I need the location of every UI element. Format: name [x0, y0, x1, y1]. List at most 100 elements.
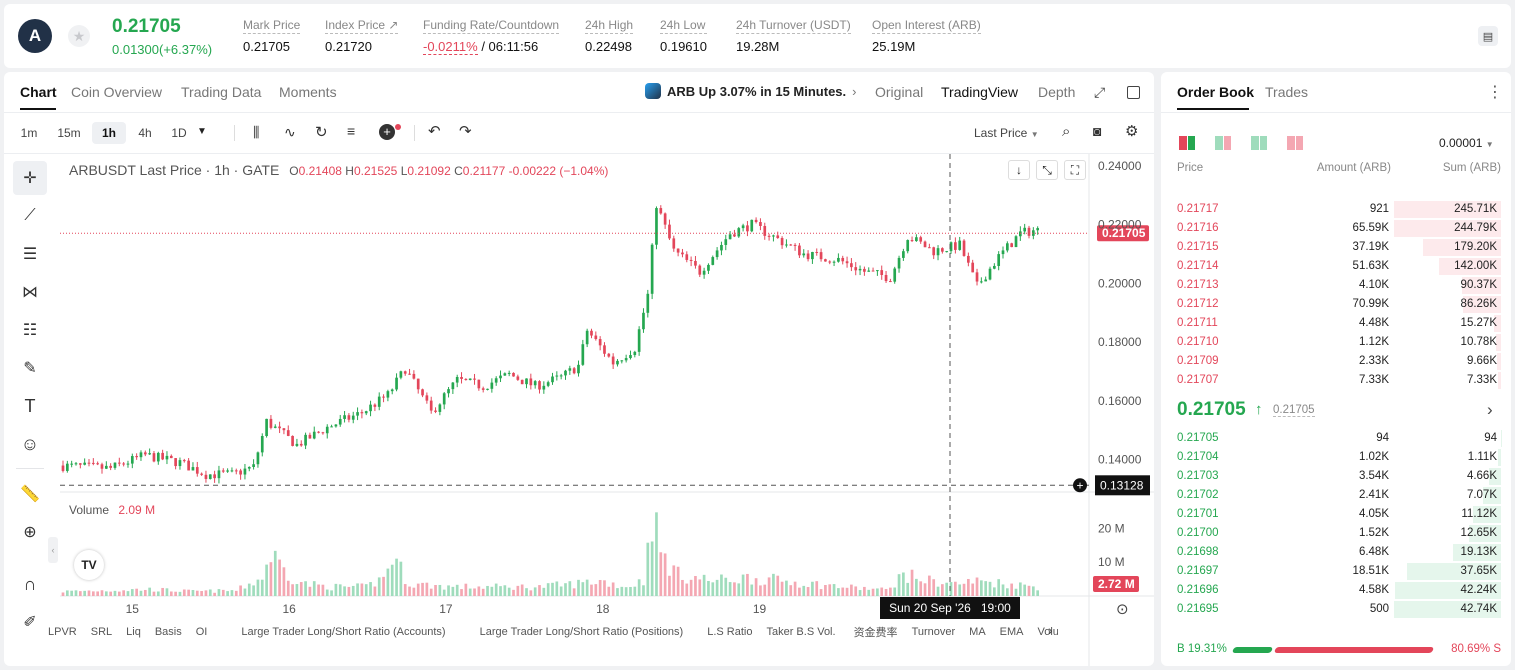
bid-row[interactable]: 0.21702 2.41K 7.07K	[1161, 486, 1511, 505]
ask-row[interactable]: 0.21717 921 245.71K	[1161, 200, 1511, 219]
indicator-2[interactable]: Liq	[126, 626, 141, 638]
bid-row[interactable]: 0.21703 3.54K 4.66K	[1161, 467, 1511, 486]
ask-row[interactable]: 0.21715 37.19K 179.20K	[1161, 238, 1511, 257]
tab-coin-overview[interactable]: Coin Overview	[71, 84, 163, 100]
camera-icon[interactable]: ◙	[1093, 123, 1102, 139]
tab-trades[interactable]: Trades	[1265, 84, 1309, 100]
indicator-3[interactable]: Basis	[154, 626, 182, 638]
candle-body	[213, 474, 216, 479]
pattern-tool-icon[interactable]: ⋈	[22, 284, 38, 301]
chart-settings-icon[interactable]: ⊙	[1116, 601, 1129, 618]
indicators-icon[interactable]: ∿	[284, 124, 296, 140]
ask-row[interactable]: 0.21711 4.48K 15.27K	[1161, 314, 1511, 333]
horizontal-lines-icon[interactable]: ☰	[22, 246, 38, 263]
bid-row[interactable]: 0.21705 94 94	[1161, 429, 1511, 448]
interval-dropdown-icon[interactable]: ▼	[197, 126, 207, 137]
tab-moments[interactable]: Moments	[279, 84, 337, 100]
mark-price[interactable]: 0.21705	[1273, 404, 1315, 417]
indicator-more-chevron-icon[interactable]: ›	[1048, 622, 1053, 638]
interval-1h[interactable]: 1h	[92, 122, 126, 144]
text-tool-icon[interactable]: T	[24, 395, 36, 416]
trendline-tool-icon[interactable]: ⟋	[24, 207, 36, 224]
ask-row[interactable]: 0.21713 4.10K 90.37K	[1161, 276, 1511, 295]
indicator-13[interactable]: Volu	[1037, 626, 1058, 638]
indicator-10[interactable]: Turnover	[911, 626, 956, 638]
view-tradingview[interactable]: TradingView	[941, 84, 1019, 100]
price-type-select[interactable]: Last Price ▼	[974, 126, 1039, 140]
replay-icon[interactable]: ↻	[315, 124, 328, 141]
stat-label[interactable]: Funding Rate/Countdown	[423, 18, 560, 34]
bid-row[interactable]: 0.21696 4.58K 42.24K	[1161, 581, 1511, 600]
indicator-5[interactable]: Large Trader Long/Short Ratio (Accounts)	[241, 626, 446, 638]
brush-tool-icon[interactable]: ✎	[23, 360, 37, 377]
ask-row[interactable]: 0.21714 51.63K 142.00K	[1161, 257, 1511, 276]
precision-select[interactable]: 0.00001 ▼	[1439, 136, 1494, 150]
zoom-in-icon[interactable]: ⊕	[23, 524, 37, 541]
templates-icon[interactable]: ≡	[347, 123, 356, 139]
view-depth[interactable]: Depth	[1038, 84, 1076, 100]
bid-row[interactable]: 0.21695 500 42.74K	[1161, 600, 1511, 619]
undo-icon[interactable]: ↶	[428, 123, 441, 140]
candles-icon[interactable]: ⫼	[253, 124, 260, 140]
view-asks-icon[interactable]	[1287, 136, 1303, 150]
search-icon[interactable]: ⌕	[1062, 123, 1071, 140]
collapse-toolbar-icon[interactable]: ‹	[48, 537, 58, 563]
chevron-right-icon[interactable]: ›	[1487, 400, 1493, 419]
ask-row[interactable]: 0.21710 1.12K 10.78K	[1161, 333, 1511, 352]
funding-rate-value[interactable]: -0.0211%	[423, 39, 478, 55]
indicator-0[interactable]: LPVR	[48, 626, 77, 638]
ask-row[interactable]: 0.21707 7.33K 7.33K	[1161, 371, 1511, 390]
indicator-12[interactable]: EMA	[999, 626, 1024, 638]
indicator-4[interactable]: OI	[195, 626, 208, 638]
stat-label[interactable]: Open Interest (ARB)	[872, 18, 981, 34]
indicator-11[interactable]: MA	[969, 626, 986, 638]
maximize-icon[interactable]: ⛶	[1064, 160, 1086, 180]
ruler-tool-icon[interactable]: 📏	[20, 486, 40, 503]
bid-row[interactable]: 0.21697 18.51K 37.65K	[1161, 562, 1511, 581]
tab-order-book[interactable]: Order Book	[1177, 84, 1255, 100]
ask-row[interactable]: 0.21712 70.99K 86.26K	[1161, 295, 1511, 314]
view-bids-icon[interactable]	[1251, 136, 1267, 150]
magnet-icon[interactable]: ∩	[23, 573, 37, 594]
crosshair-tool-icon[interactable]: ✛	[13, 161, 47, 195]
more-options-icon[interactable]: ⋮	[1487, 84, 1503, 101]
collapse-icon[interactable]: ⤡	[1036, 160, 1058, 180]
add-indicator-icon[interactable]: +	[379, 124, 395, 140]
price-chart[interactable]: 0.21705 + 0.13128 2.72 M 0.24000 0.22000 0.20…	[4, 72, 1154, 666]
bid-row[interactable]: 0.21700 1.52K 12.65K	[1161, 524, 1511, 543]
gear-icon[interactable]: ⚙	[1125, 123, 1139, 140]
indicator-9[interactable]: 资金费率	[853, 627, 898, 639]
ask-row[interactable]: 0.21716 65.59K 244.79K	[1161, 219, 1511, 238]
indicator-7[interactable]: L.S Ratio	[707, 626, 753, 638]
indicator-8[interactable]: Taker B.S Vol.	[766, 626, 836, 638]
interval-15m[interactable]: 15m	[57, 126, 81, 140]
lock-drawing-icon[interactable]: ✐	[23, 614, 37, 631]
redo-icon[interactable]: ↷	[459, 123, 472, 140]
indicator-1[interactable]: SRL	[90, 626, 113, 638]
fib-tool-icon[interactable]: ☷	[22, 322, 38, 339]
news-ticker[interactable]: ARB Up 3.07% in 15 Minutes. ›	[645, 83, 857, 99]
interval-4h[interactable]: 4h	[138, 126, 152, 140]
view-both-icon[interactable]	[1179, 136, 1195, 150]
window-icon[interactable]	[1127, 86, 1140, 99]
emoji-tool-icon[interactable]: ☺	[20, 433, 40, 454]
favorite-star-icon[interactable]: ★	[68, 25, 90, 47]
tradingview-logo[interactable]: TV	[74, 550, 104, 580]
interval-1m[interactable]: 1m	[20, 126, 38, 140]
indicator-6[interactable]: Large Trader Long/Short Ratio (Positions…	[479, 626, 684, 638]
stat-label[interactable]: Mark Price	[243, 18, 301, 34]
legend-symbol[interactable]: ARBUSDT Last Price · 1h · GATE	[69, 162, 280, 178]
tab-chart[interactable]: Chart	[20, 84, 57, 100]
ask-row[interactable]: 0.21709 2.33K 9.66K	[1161, 352, 1511, 371]
book-icon[interactable]: ▤	[1478, 26, 1498, 46]
tab-trading-data[interactable]: Trading Data	[181, 84, 262, 100]
bid-row[interactable]: 0.21704 1.02K 1.11K	[1161, 448, 1511, 467]
expand-icon[interactable]: ⤢	[1094, 84, 1106, 100]
view-bids-asks-icon[interactable]	[1215, 136, 1231, 150]
bid-row[interactable]: 0.21701 4.05K 11.12K	[1161, 505, 1511, 524]
arrow-down-icon[interactable]: ↓	[1008, 160, 1030, 180]
interval-1d[interactable]: 1D	[171, 126, 187, 140]
stat-label[interactable]: Index Price ↗	[325, 18, 399, 34]
bid-row[interactable]: 0.21698 6.48K 19.13K	[1161, 543, 1511, 562]
view-original[interactable]: Original	[875, 84, 924, 100]
